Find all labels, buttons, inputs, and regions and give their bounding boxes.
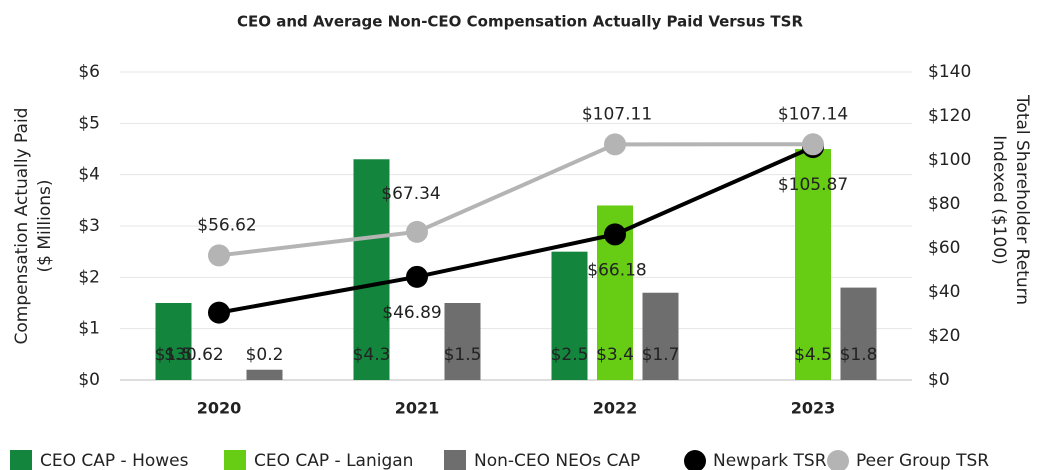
y-tick-label: $4 bbox=[78, 165, 100, 185]
bar bbox=[551, 251, 588, 380]
x-tick-label: 2020 bbox=[197, 399, 242, 418]
legend-swatch bbox=[684, 450, 706, 470]
y2-tick-label: $120 bbox=[928, 106, 971, 126]
point bbox=[208, 301, 230, 324]
y2-tick-label: $60 bbox=[928, 238, 960, 258]
y2-tick-label: $100 bbox=[928, 150, 971, 170]
y-tick-label: $6 bbox=[78, 62, 100, 82]
bar bbox=[246, 369, 283, 380]
data-label: $4.3 bbox=[353, 345, 391, 365]
bar bbox=[795, 149, 831, 380]
data-label: $4.5 bbox=[794, 345, 832, 365]
y2-axis-title: Total Shareholder Return bbox=[1012, 94, 1032, 305]
y2-tick-label: $20 bbox=[928, 326, 960, 346]
legend-label: CEO CAP - Lanigan bbox=[254, 451, 413, 470]
y2-tick-label: $0 bbox=[928, 370, 950, 390]
y2-tick-label: $140 bbox=[928, 62, 971, 82]
bar bbox=[353, 159, 390, 380]
y2-tick-label: $80 bbox=[928, 194, 960, 214]
legend-swatch bbox=[444, 450, 466, 470]
bar bbox=[444, 303, 481, 380]
y-tick-label: $3 bbox=[78, 216, 100, 236]
point bbox=[406, 220, 428, 243]
data-label: $1.5 bbox=[444, 345, 482, 365]
bar bbox=[840, 287, 877, 380]
y-tick-label: $5 bbox=[78, 113, 100, 133]
point bbox=[604, 223, 626, 246]
point bbox=[406, 265, 428, 288]
line bbox=[218, 142, 814, 258]
data-label: $30.62 bbox=[164, 345, 223, 365]
data-label: $1.7 bbox=[642, 345, 680, 365]
x-tick-label: 2023 bbox=[791, 399, 836, 418]
bar bbox=[642, 292, 679, 380]
legend-label: CEO CAP - Howes bbox=[40, 451, 189, 470]
y-tick-label: $1 bbox=[78, 319, 100, 339]
y-axis-title: ($ Millions) bbox=[35, 179, 55, 272]
data-label: $2.5 bbox=[551, 345, 589, 365]
data-label: $46.89 bbox=[382, 303, 441, 323]
data-label: $1.8 bbox=[840, 345, 878, 365]
data-label: $3.4 bbox=[596, 345, 634, 365]
line bbox=[218, 145, 814, 315]
chart-title: CEO and Average Non-CEO Compensation Act… bbox=[237, 13, 803, 31]
data-label: $56.62 bbox=[197, 215, 256, 235]
legend-swatch bbox=[224, 450, 246, 470]
data-label: $105.87 bbox=[778, 175, 848, 195]
legend-label: Peer Group TSR bbox=[856, 451, 989, 470]
y2-axis-title: Indexed ($100) bbox=[989, 135, 1009, 264]
y2-tick-label: $40 bbox=[928, 282, 960, 302]
legend-swatch bbox=[10, 450, 32, 470]
data-label: $67.34 bbox=[381, 184, 440, 204]
data-label: $1.5 bbox=[155, 345, 193, 365]
data-label: $0.2 bbox=[246, 345, 284, 365]
y-tick-label: $2 bbox=[78, 267, 100, 287]
data-label: $66.18 bbox=[587, 260, 646, 280]
x-tick-label: 2022 bbox=[593, 399, 638, 418]
legend-label: Non-CEO NEOs CAP bbox=[474, 451, 640, 470]
bar bbox=[155, 303, 192, 380]
legend-label: Newpark TSR bbox=[713, 451, 827, 470]
legend-swatch bbox=[827, 450, 849, 470]
point bbox=[208, 244, 230, 267]
y-axis-title: Compensation Actually Paid bbox=[12, 108, 32, 345]
data-label: $107.14 bbox=[778, 104, 848, 124]
data-label: $107.11 bbox=[582, 104, 652, 124]
x-tick-label: 2021 bbox=[395, 399, 440, 418]
y-tick-label: $0 bbox=[78, 370, 100, 390]
point bbox=[604, 133, 626, 156]
point bbox=[802, 133, 824, 156]
